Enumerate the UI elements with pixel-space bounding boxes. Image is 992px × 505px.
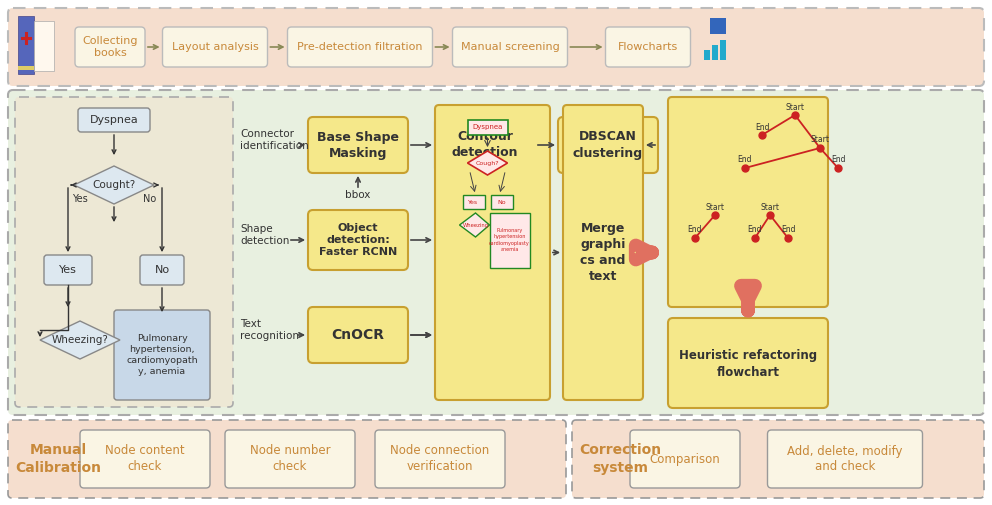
FancyBboxPatch shape	[80, 430, 210, 488]
Bar	[490, 195, 513, 209]
FancyBboxPatch shape	[8, 90, 984, 415]
FancyBboxPatch shape	[768, 430, 923, 488]
Text: Text
recognition: Text recognition	[240, 319, 299, 341]
FancyBboxPatch shape	[435, 117, 535, 173]
Text: End: End	[781, 226, 796, 234]
Text: End: End	[738, 156, 752, 165]
FancyBboxPatch shape	[558, 117, 658, 173]
Text: Collecting
books: Collecting books	[82, 36, 138, 58]
Text: Wheezing?: Wheezing?	[52, 335, 108, 345]
Polygon shape	[467, 151, 508, 175]
FancyBboxPatch shape	[452, 27, 567, 67]
FancyBboxPatch shape	[44, 255, 92, 285]
Bar	[720, 40, 726, 60]
FancyBboxPatch shape	[8, 8, 984, 86]
FancyBboxPatch shape	[15, 97, 233, 407]
Text: Pre-detection filtration: Pre-detection filtration	[298, 42, 423, 52]
FancyBboxPatch shape	[572, 420, 984, 498]
Text: bbox: bbox	[345, 190, 371, 200]
FancyBboxPatch shape	[630, 430, 740, 488]
Text: Start: Start	[705, 203, 724, 212]
Text: Start: Start	[786, 103, 805, 112]
FancyBboxPatch shape	[288, 27, 433, 67]
Text: Cough?: Cough?	[476, 161, 499, 166]
Bar	[712, 45, 718, 60]
Text: End: End	[748, 226, 762, 234]
Text: Yes: Yes	[468, 199, 478, 205]
Text: Wheezing: Wheezing	[462, 223, 489, 227]
Bar	[704, 50, 710, 60]
Text: Node content
check: Node content check	[105, 444, 185, 474]
Text: End: End	[687, 226, 702, 234]
FancyBboxPatch shape	[375, 430, 505, 488]
Text: Layout analysis: Layout analysis	[172, 42, 258, 52]
Bar	[18, 66, 34, 70]
Bar	[710, 18, 726, 34]
Text: Node number
check: Node number check	[250, 444, 330, 474]
FancyBboxPatch shape	[668, 97, 828, 307]
FancyBboxPatch shape	[668, 318, 828, 408]
Text: CnOCR: CnOCR	[331, 328, 385, 342]
Text: Object
detection:
Faster RCNN: Object detection: Faster RCNN	[318, 223, 397, 258]
FancyBboxPatch shape	[163, 27, 268, 67]
FancyBboxPatch shape	[114, 310, 210, 400]
Bar	[18, 16, 34, 74]
Text: Shape
detection: Shape detection	[240, 224, 290, 246]
Text: Correction
system: Correction system	[579, 443, 661, 475]
FancyBboxPatch shape	[140, 255, 184, 285]
Text: flowchart: flowchart	[716, 367, 780, 379]
Text: Start: Start	[810, 135, 829, 144]
Text: Add, delete, modify
and check: Add, delete, modify and check	[788, 444, 903, 474]
FancyBboxPatch shape	[78, 108, 150, 132]
Text: Manual screening: Manual screening	[460, 42, 559, 52]
Text: Comparison: Comparison	[650, 452, 720, 466]
Polygon shape	[462, 213, 486, 233]
Text: No: No	[155, 265, 170, 275]
Text: Contour
detection: Contour detection	[451, 130, 518, 160]
FancyBboxPatch shape	[225, 430, 355, 488]
FancyBboxPatch shape	[75, 27, 145, 67]
Text: Pulmonary
hypertension,
cardiomyopath
y, anemia: Pulmonary hypertension, cardiomyopath y,…	[126, 334, 197, 376]
FancyBboxPatch shape	[8, 420, 566, 498]
FancyBboxPatch shape	[308, 210, 408, 270]
FancyBboxPatch shape	[308, 117, 408, 173]
Text: DBSCAN
clustering: DBSCAN clustering	[573, 130, 643, 160]
FancyBboxPatch shape	[435, 105, 550, 400]
Text: Flowcharts: Flowcharts	[618, 42, 679, 52]
Text: Cought?: Cought?	[92, 180, 136, 190]
Text: Connector
identification: Connector identification	[240, 129, 309, 151]
FancyBboxPatch shape	[605, 27, 690, 67]
Bar	[34, 21, 54, 71]
FancyBboxPatch shape	[563, 105, 643, 400]
Text: Node connection
verification: Node connection verification	[391, 444, 490, 474]
Text: Yes: Yes	[72, 194, 88, 204]
Bar	[489, 213, 530, 268]
FancyBboxPatch shape	[308, 307, 408, 363]
Text: Pulmonary
hypertension
cardiomyoplasty
anemia: Pulmonary hypertension cardiomyoplasty a…	[489, 228, 530, 252]
Text: Base Shape
Masking: Base Shape Masking	[317, 130, 399, 160]
Text: Start: Start	[761, 203, 780, 212]
Text: End: End	[830, 156, 845, 165]
Text: Dyspnea: Dyspnea	[472, 124, 503, 130]
Text: Yes: Yes	[60, 265, 77, 275]
Text: No: No	[497, 199, 506, 205]
Bar	[467, 120, 508, 135]
Text: End: End	[755, 123, 769, 131]
Polygon shape	[40, 321, 120, 359]
Bar	[462, 195, 484, 209]
Text: Manual
Calibration: Manual Calibration	[15, 443, 101, 475]
Text: Merge
graphi
cs and
text: Merge graphi cs and text	[580, 222, 626, 283]
Text: Heuristic refactoring: Heuristic refactoring	[679, 348, 817, 362]
Polygon shape	[459, 213, 489, 237]
Polygon shape	[74, 166, 154, 204]
Text: Dyspnea: Dyspnea	[89, 115, 138, 125]
Text: No: No	[144, 194, 157, 204]
